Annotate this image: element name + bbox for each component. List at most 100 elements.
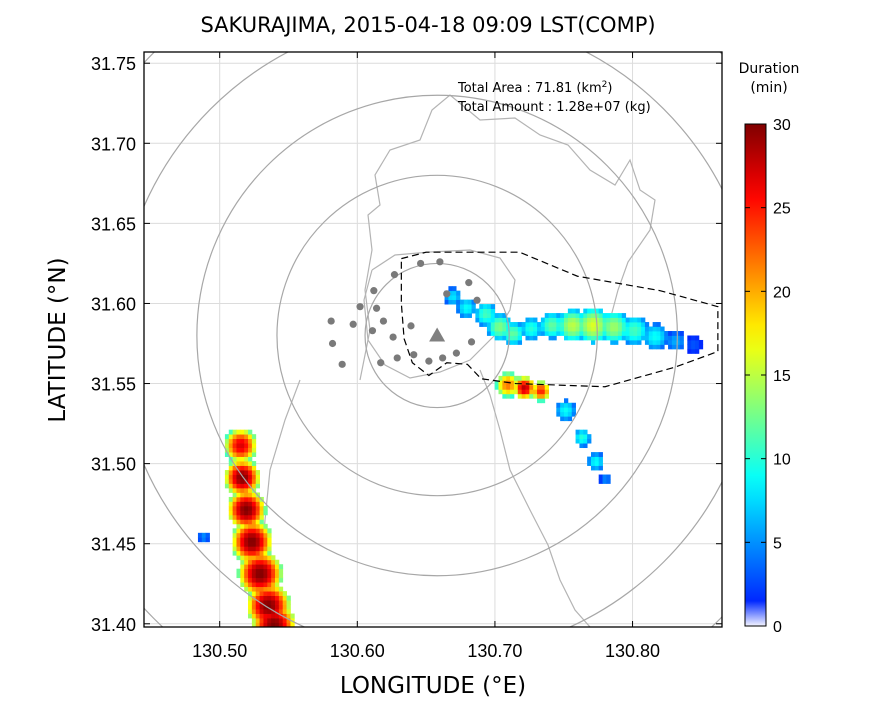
deposit-cell: [251, 501, 257, 507]
deposit-cell: [263, 559, 268, 565]
deposit-cell: [698, 344, 704, 350]
deposit-cell: [259, 559, 264, 565]
deposit-cell: [240, 568, 245, 574]
deposit-cell: [648, 344, 654, 350]
deposit-cell: [548, 331, 553, 336]
deposit-cell: [263, 613, 268, 619]
deposit-cell: [564, 313, 569, 318]
deposit-cell: [251, 434, 257, 440]
deposit-cell: [498, 317, 503, 323]
deposit-cell: [529, 326, 534, 332]
deposit-cell: [255, 474, 260, 480]
deposit-cell: [259, 514, 264, 520]
deposit-cell: [629, 339, 634, 345]
deposit-cell: [244, 519, 249, 525]
deposit-cell: [668, 331, 673, 336]
deposit-cell: [614, 335, 619, 341]
deposit-cell: [255, 537, 260, 543]
deposit-cell: [652, 326, 657, 332]
deposit-cell: [606, 313, 611, 318]
deposit-cell: [621, 335, 627, 341]
deposit-cell: [564, 331, 569, 336]
deposit-cell: [240, 532, 245, 538]
deposit-cell: [259, 541, 264, 547]
deposit-cell: [255, 479, 260, 484]
deposit-cell: [251, 604, 257, 610]
deposit-cell: [548, 335, 553, 341]
deposit-cell: [459, 299, 465, 305]
deposit-cell: [625, 322, 630, 327]
deposit-cell: [251, 564, 257, 570]
deposit-cell: [275, 573, 280, 579]
deposit-cell: [244, 586, 249, 592]
deposit-cell: [263, 622, 268, 627]
deposit-cell: [614, 313, 619, 318]
deposit-cell: [656, 326, 661, 332]
station-point: [443, 290, 451, 298]
deposit-cell: [448, 295, 453, 301]
deposit-cell: [671, 344, 677, 350]
deposit-cell: [244, 456, 249, 462]
deposit-cell: [671, 335, 677, 341]
deposit-cell: [240, 487, 245, 493]
deposit-cell: [251, 600, 257, 605]
deposit-cell: [244, 523, 249, 529]
colorbar-tick-label: 15: [773, 368, 791, 385]
deposit-cell: [251, 496, 257, 502]
deposit-cell: [575, 429, 580, 435]
deposit-cell: [259, 573, 264, 579]
deposit-cell: [479, 317, 484, 323]
deposit-cell: [201, 537, 207, 543]
deposit-cell: [236, 452, 241, 457]
deposit-cell: [263, 550, 268, 556]
deposit-cell: [251, 465, 257, 471]
station-point: [467, 338, 476, 346]
deposit-cell: [263, 537, 268, 543]
deposit-cell: [560, 326, 565, 332]
deposit-cell: [517, 326, 523, 332]
total-amount-text: Total Amount : 1.28e+07 (kg): [457, 100, 651, 115]
deposit-cell: [579, 326, 584, 332]
deposit-cell: [571, 407, 576, 413]
station-point: [372, 304, 381, 312]
colorbar-unit: (min): [750, 80, 787, 96]
deposit-cell: [271, 582, 276, 588]
deposit-cell: [463, 308, 469, 314]
deposit-cell: [679, 344, 684, 350]
deposit-cell: [571, 308, 576, 314]
deposit-cell: [240, 505, 245, 511]
deposit-cell: [644, 326, 650, 332]
deposit-cell: [271, 555, 276, 561]
deposit-cell: [567, 313, 573, 318]
deposit-cell: [540, 331, 546, 336]
deposit-cell: [244, 532, 249, 538]
deposit-cell: [506, 335, 511, 341]
deposit-cell: [629, 322, 634, 327]
deposit-cell: [556, 326, 561, 332]
deposit-cell: [567, 308, 573, 314]
deposit-cell: [687, 344, 692, 350]
deposit-cell: [244, 474, 249, 480]
station-point: [436, 258, 444, 266]
deposit-cell: [282, 591, 287, 597]
deposit-cell: [271, 573, 276, 579]
deposit-cell: [540, 380, 546, 386]
deposit-cell: [687, 348, 692, 354]
deposit-cell: [278, 568, 284, 574]
deposit-cell: [251, 541, 257, 547]
deposit-cell: [259, 537, 264, 543]
colorbar-tick-label: 30: [773, 117, 791, 134]
station-point: [368, 327, 377, 335]
deposit-cell: [244, 501, 249, 507]
deposit-cell: [240, 496, 245, 502]
deposit-cell: [275, 600, 280, 605]
deposit-cell: [275, 613, 280, 619]
deposit-cell: [598, 461, 603, 466]
deposit-cell: [232, 438, 237, 444]
deposit-cell: [498, 375, 503, 381]
deposit-cell: [255, 546, 260, 552]
deposit-cell: [525, 322, 530, 327]
deposit-cell: [486, 326, 492, 332]
deposit-cell: [255, 577, 260, 583]
deposit-cell: [540, 322, 546, 327]
